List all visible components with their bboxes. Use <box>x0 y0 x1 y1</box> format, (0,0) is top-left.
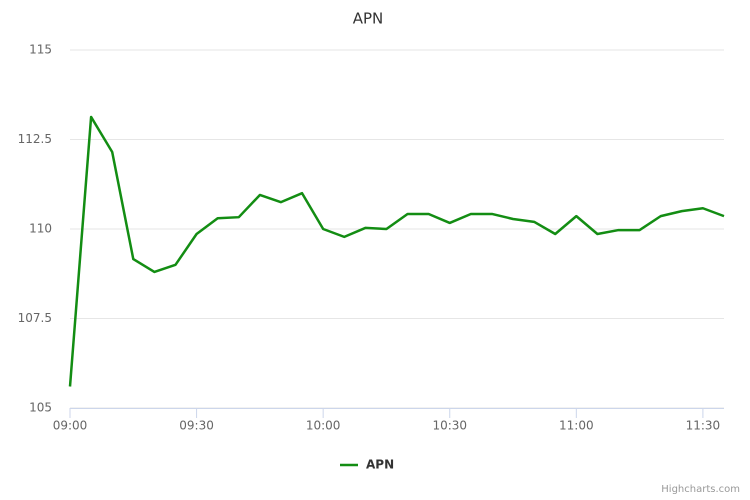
x-tick-label: 10:00 <box>306 419 341 433</box>
x-tick-label: 09:30 <box>179 419 214 433</box>
x-tick-label: 09:00 <box>53 419 88 433</box>
x-tick-label: 10:30 <box>432 419 467 433</box>
x-tick-label: 11:30 <box>686 419 721 433</box>
legend-label[interactable]: APN <box>366 458 394 472</box>
x-tick-label: 11:00 <box>559 419 594 433</box>
credits[interactable]: Highcharts.com <box>661 484 740 495</box>
chart-title: APN <box>353 10 384 28</box>
y-tick-label: 107.5 <box>18 311 52 325</box>
y-tick-label: 115 <box>29 43 52 57</box>
line <box>68 115 725 387</box>
y-tick-label: 112.5 <box>18 132 52 146</box>
y-tick-label: 105 <box>29 401 52 415</box>
y-tick-label: 110 <box>29 222 52 236</box>
